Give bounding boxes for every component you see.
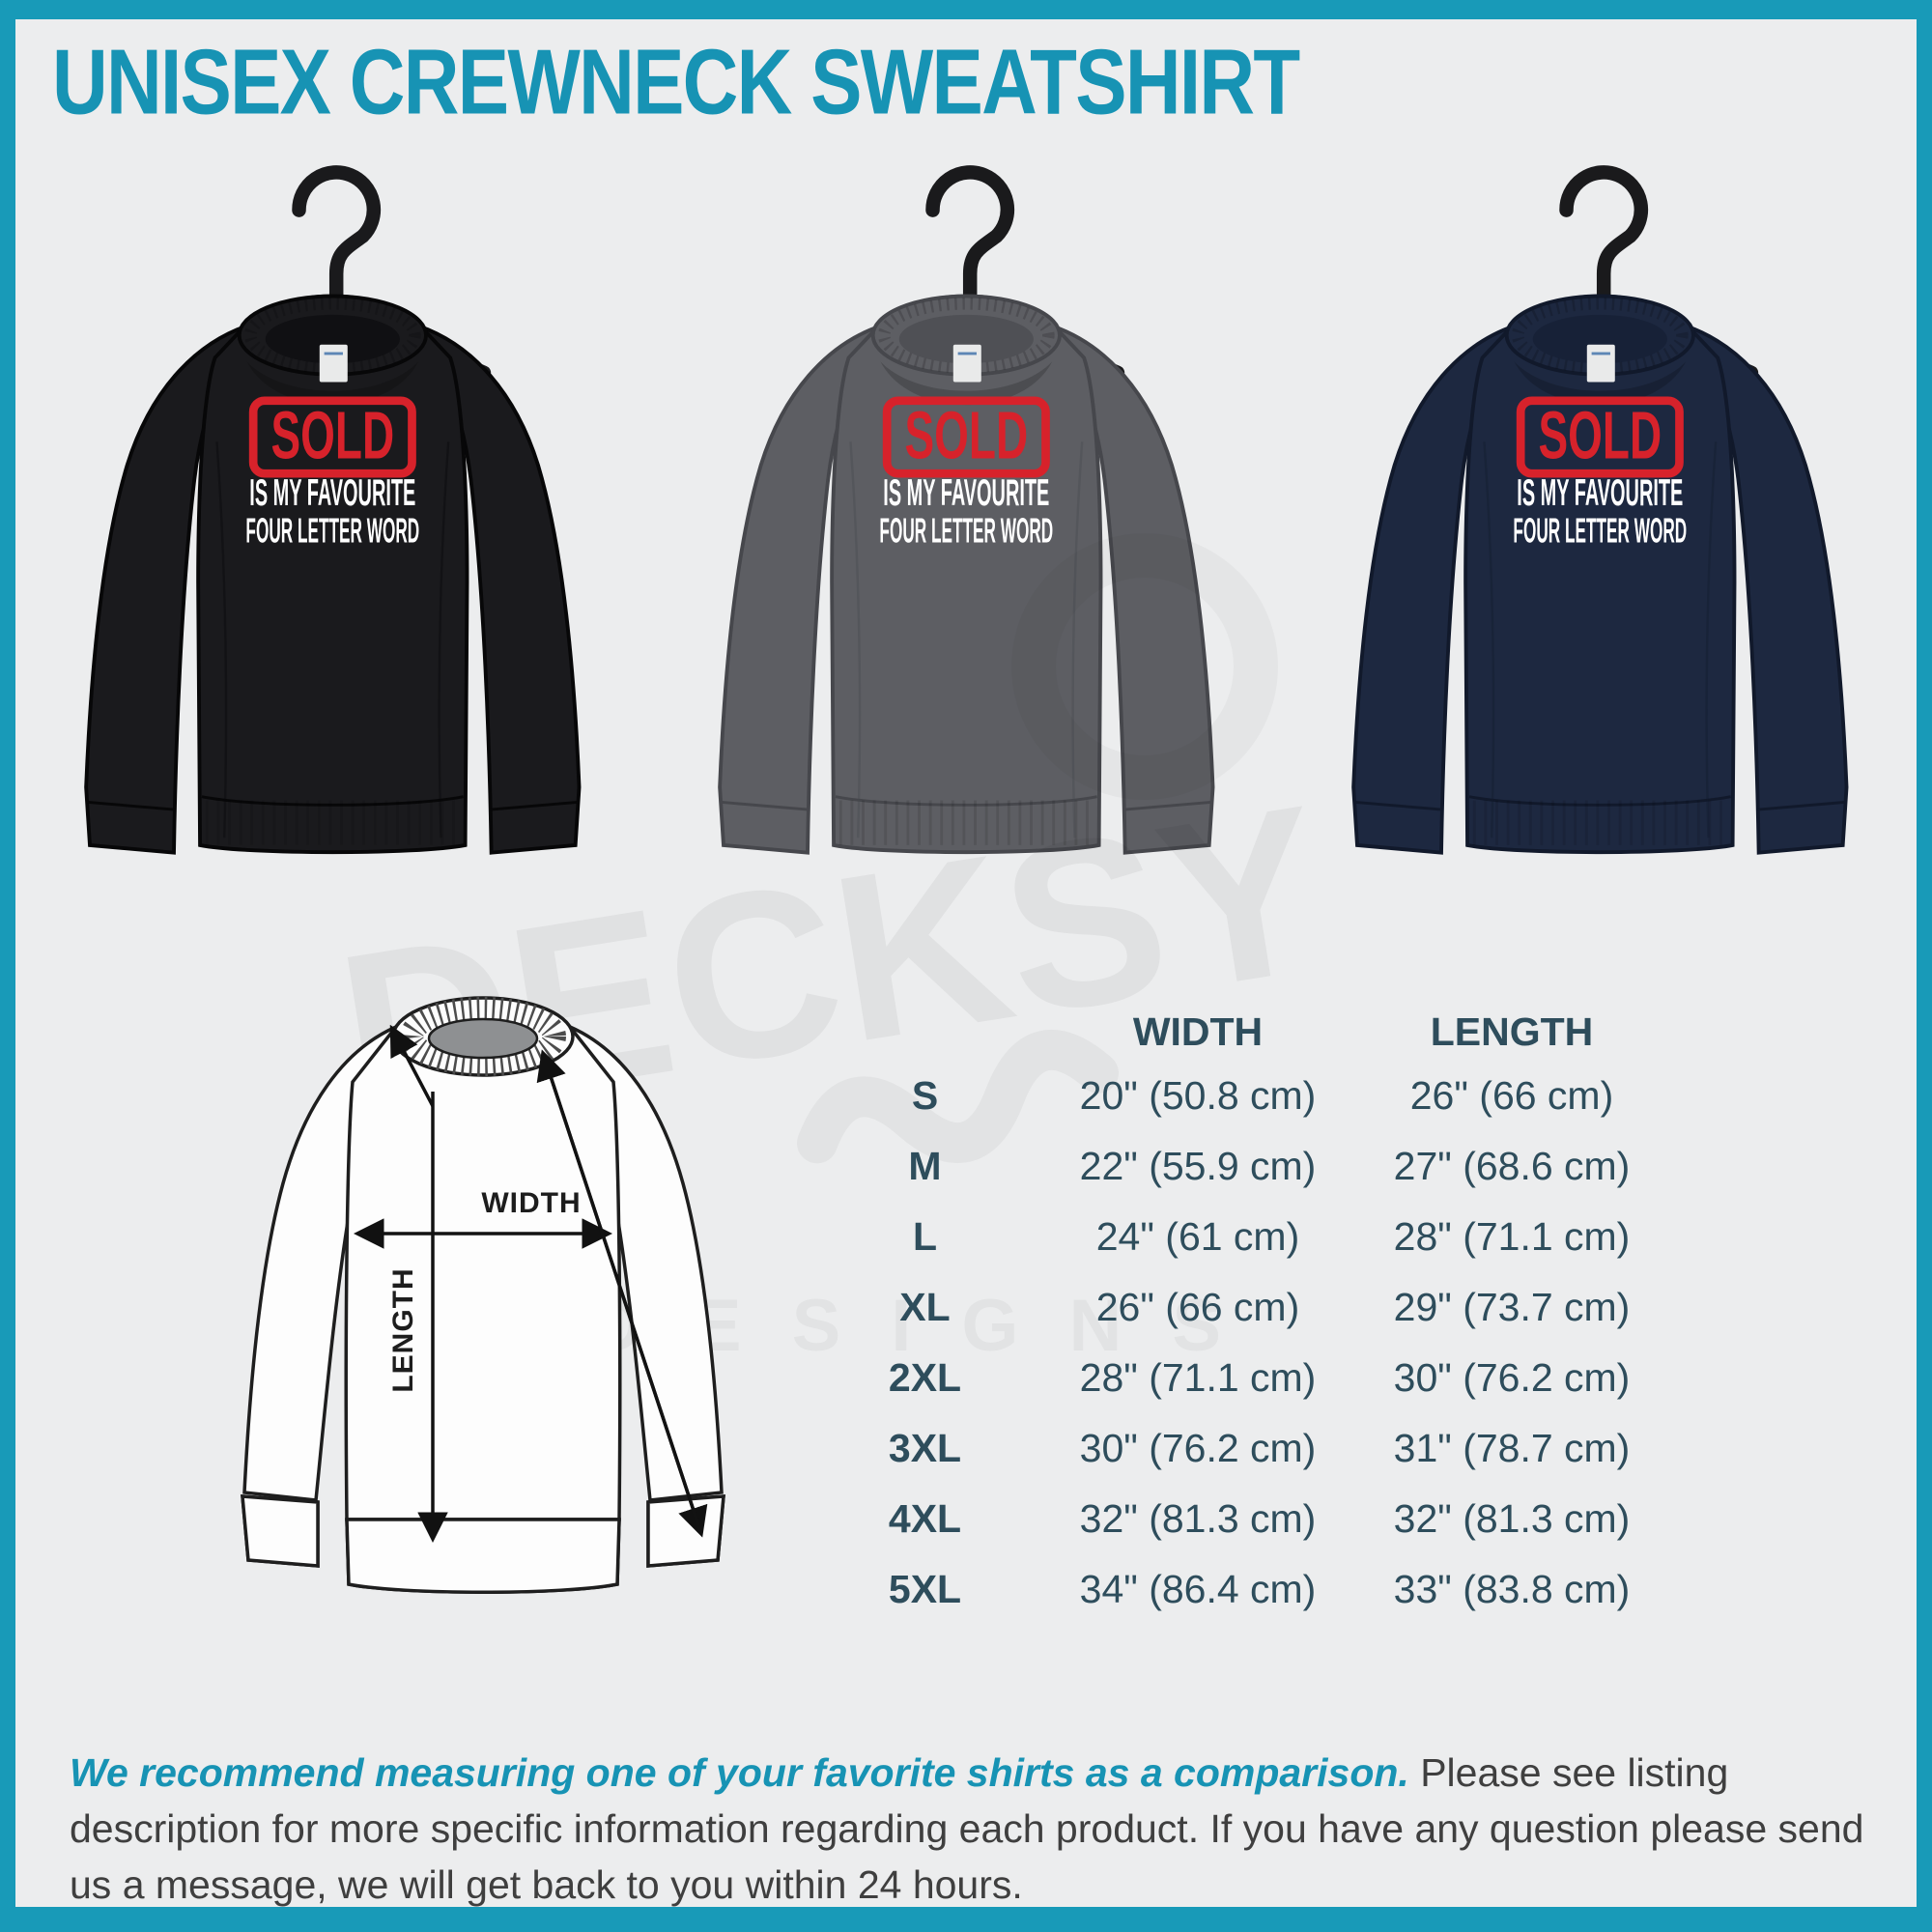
left-sleeve [83,322,251,855]
length-column-header: LENGTH [1430,1009,1594,1054]
length-value: 31" (78.7 cm) [1393,1426,1631,1470]
width-value: 26" (66 cm) [1095,1285,1300,1329]
width-value: 28" (71.1 cm) [1079,1355,1317,1400]
size-label: L [912,1214,938,1259]
size-table: WIDTH LENGTH S 20" (50.8 cm) 26" (66 cm)… [821,1003,1690,1625]
size-header-blank [821,1003,1029,1061]
sold-stamp-design: SOLD IS MY FAVOURITE FOUR LETTER WORD [879,396,1053,551]
footer-note: We recommend measuring one of your favor… [70,1745,1884,1914]
length-arrow-top [389,1024,435,1107]
width-value: 34" (86.4 cm) [1079,1567,1317,1611]
width-value: 20" (50.8 cm) [1079,1073,1317,1118]
brand-label [1586,344,1615,383]
sweatshirt-graphic-navy: SOLD IS MY FAVOURITE FOUR LETTER WORD [1350,165,1849,855]
footer-body: Please see listing description for more … [70,1750,1864,1908]
design-line1: IS MY FAVOURITE [249,472,415,514]
sold-stamp-text: SOLD [270,398,394,473]
measurement-diagram: WIDTH LENGTH [241,996,725,1594]
brand-label [319,344,348,383]
sold-stamp-text: SOLD [904,398,1028,473]
size-label: 4XL [888,1496,962,1541]
product-photo-dark-heather: SOLD IS MY FAVOURITE FOUR LETTER WORD [649,143,1283,927]
product-photo-black: SOLD IS MY FAVOURITE FOUR LETTER WORD [15,143,649,927]
size-label: M [908,1144,942,1188]
size-label: 5XL [888,1567,962,1611]
sold-stamp-border [882,396,1050,478]
sleeve-arrow-up [536,1049,702,1532]
page-title: UNISEX CREWNECK SWEATSHIRT [52,30,1300,134]
sweatshirt-graphic-heather: SOLD IS MY FAVOURITE FOUR LETTER WORD [717,165,1215,855]
design-line1: IS MY FAVOURITE [1517,472,1683,514]
length-value: 26" (66 cm) [1409,1073,1614,1118]
size-label: 2XL [888,1355,962,1400]
sweatshirt-body [717,294,1215,855]
sold-stamp-border [248,396,416,478]
footer-highlight: We recommend measuring one of your favor… [70,1750,1409,1795]
sold-stamp-design: SOLD IS MY FAVOURITE FOUR LETTER WORD [1513,396,1687,551]
right-sleeve [1681,322,1849,855]
design-line2: FOUR LETTER WORD [245,512,419,551]
length-value: 29" (73.7 cm) [1393,1285,1631,1329]
size-label: 3XL [888,1426,962,1470]
length-value: 28" (71.1 cm) [1393,1214,1631,1259]
sold-stamp-border [1516,396,1684,478]
diagram-width-label: WIDTH [481,1187,581,1219]
size-label: S [911,1073,939,1118]
length-value: 32" (81.3 cm) [1393,1496,1631,1541]
left-sleeve [1350,322,1519,855]
diagram-torso [344,1002,622,1521]
width-value: 24" (61 cm) [1095,1214,1300,1259]
design-line1: IS MY FAVOURITE [883,472,1049,514]
product-photo-navy: SOLD IS MY FAVOURITE FOUR LETTER WORD [1283,143,1917,927]
width-value: 30" (76.2 cm) [1079,1426,1317,1470]
sweatshirt-body [1350,294,1849,855]
sold-stamp-text: SOLD [1538,398,1662,473]
sweatshirt-body [83,294,582,855]
product-gallery: SOLD IS MY FAVOURITE FOUR LETTER WORD [15,143,1917,927]
length-value: 33" (83.8 cm) [1393,1567,1631,1611]
right-sleeve [1047,322,1215,855]
sold-stamp-design: SOLD IS MY FAVOURITE FOUR LETTER WORD [245,396,419,551]
sweatshirt-graphic-black: SOLD IS MY FAVOURITE FOUR LETTER WORD [83,165,582,855]
length-value: 30" (76.2 cm) [1393,1355,1631,1400]
width-value: 32" (81.3 cm) [1079,1496,1317,1541]
design-line2: FOUR LETTER WORD [1513,512,1687,551]
diagram-length-label: LENGTH [387,1267,419,1392]
right-sleeve [413,322,582,855]
size-label: XL [899,1285,951,1329]
width-column-header: WIDTH [1132,1009,1264,1054]
length-value: 27" (68.6 cm) [1393,1144,1631,1188]
left-sleeve [717,322,885,855]
design-line2: FOUR LETTER WORD [879,512,1053,551]
width-value: 22" (55.9 cm) [1079,1144,1317,1188]
brand-label [952,344,981,383]
